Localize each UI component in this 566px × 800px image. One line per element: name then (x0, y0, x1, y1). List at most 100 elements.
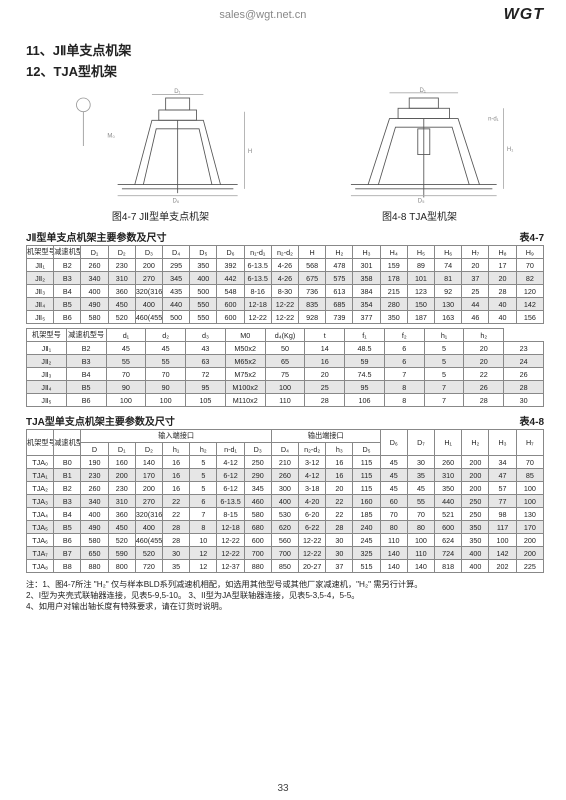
cell: 4-26 (271, 259, 298, 272)
cell: 310 (435, 469, 462, 482)
cell: JⅡ₄ (27, 298, 54, 311)
header-email: sales@wgt.net.cn (219, 9, 306, 21)
cell: JⅡ₅ (27, 394, 67, 407)
cell: 739 (326, 311, 353, 324)
cell: 440 (435, 495, 462, 508)
cell: 460 (244, 495, 271, 508)
cell: 350 (462, 521, 489, 534)
cell: 5 (190, 482, 217, 495)
cell: TJA₃ (27, 495, 54, 508)
cell: B3 (54, 495, 81, 508)
cell: 142 (489, 547, 516, 560)
cell: 12-22 (299, 547, 326, 560)
cell: 6 (384, 342, 424, 355)
cell: 400 (462, 547, 489, 560)
cell: TJA₇ (27, 547, 54, 560)
table-row: JⅡ₅B6100100105M110x211028106872830 (27, 394, 544, 407)
col-header: D₂ (135, 443, 162, 456)
cell: 12-22 (271, 298, 298, 311)
col-header: 机架型号 (27, 430, 54, 456)
cell: 270 (135, 495, 162, 508)
cell: 28 (464, 394, 504, 407)
cell: 28 (504, 381, 544, 394)
cell: JⅡ₁ (27, 259, 54, 272)
col-header: H₅ (407, 246, 434, 259)
cell: 700 (244, 547, 271, 560)
cell: 230 (108, 482, 135, 495)
table-row: JⅡ₅B6580520460(455)50055060012-2212-2292… (27, 311, 544, 324)
cell: 360 (108, 285, 135, 298)
cell: 60 (380, 495, 407, 508)
cell: 460(455) (135, 311, 162, 324)
cell: 110 (407, 547, 434, 560)
cell: 101 (407, 272, 434, 285)
cell: B4 (54, 508, 81, 521)
cell: 25 (305, 381, 345, 394)
col-header: h₂ (464, 329, 504, 342)
col-header: D₁ (108, 443, 135, 456)
cell: 230 (81, 469, 108, 482)
cell: 700 (271, 547, 298, 560)
table-row: TJA₆B6580520460(455)281012-2260056012-22… (27, 534, 544, 547)
table-2: 机架型号减速机型号d₁d₂d₃M0d₄(Kg)tf₁f₂h₁h₂ JⅡ₁B245… (26, 328, 544, 407)
cell: 245 (353, 534, 380, 547)
cell: JⅡ₃ (27, 285, 54, 298)
cell: 490 (81, 298, 108, 311)
cell: 624 (435, 534, 462, 547)
col-header: d₃ (186, 329, 226, 342)
section-title-1: 11、JⅡ单支点机架 (26, 40, 544, 59)
cell: M50x2 (225, 342, 265, 355)
table3-title: TJA型单支点机架主要参数及尺寸 (26, 413, 175, 428)
cell: 880 (81, 560, 108, 573)
cell: 8-30 (271, 285, 298, 298)
svg-text:D₁: D₁ (420, 88, 426, 94)
cell: 30 (163, 547, 190, 560)
cell: 520 (108, 534, 135, 547)
col-header: H₇ (516, 430, 543, 456)
cell: M65x2 (225, 355, 265, 368)
col-header: 减速机型号 (54, 246, 81, 259)
col-header: 减速机型号 (66, 329, 106, 342)
cell: 20-27 (299, 560, 326, 573)
table-row: JⅡ₃B4400360320(316)4355005488-168-307366… (27, 285, 544, 298)
cell: 200 (135, 259, 162, 272)
cell: 515 (353, 560, 380, 573)
cell: 548 (217, 285, 244, 298)
cell: B2 (66, 342, 106, 355)
col-header: h₃ (326, 443, 353, 456)
cell: 270 (135, 272, 162, 285)
cell: 44 (462, 298, 489, 311)
cell: 12-18 (244, 298, 271, 311)
cell: 200 (516, 547, 543, 560)
cell: 37 (462, 272, 489, 285)
cell: 140 (407, 560, 434, 573)
cell: 130 (516, 508, 543, 521)
col-header: D₅ (190, 246, 217, 259)
cell: 59 (345, 355, 385, 368)
col-header: H₄ (380, 246, 407, 259)
cell: 4-20 (299, 495, 326, 508)
cell: M110x2 (225, 394, 265, 407)
cell: 568 (299, 259, 326, 272)
cell: 35 (163, 560, 190, 573)
cell: 6-13.5 (217, 495, 244, 508)
cell: 72 (186, 368, 226, 381)
cell: 85 (516, 469, 543, 482)
cell: 23 (504, 342, 544, 355)
cell: B5 (54, 521, 81, 534)
cell: 675 (299, 272, 326, 285)
cell: 100 (265, 381, 305, 394)
cell: 310 (108, 495, 135, 508)
cell: 26 (464, 381, 504, 394)
cell: 4-12 (217, 456, 244, 469)
cell: 8-15 (217, 508, 244, 521)
cell: B8 (54, 560, 81, 573)
col-header: n₂-d₂ (271, 246, 298, 259)
cell: 520 (108, 311, 135, 324)
cell: 600 (217, 311, 244, 324)
cell: 620 (271, 521, 298, 534)
cell: 28 (305, 394, 345, 407)
cell: 22 (326, 508, 353, 521)
col-header: D₅ (353, 443, 380, 456)
table-row: JⅡ₁B22602302002953503926-13.54-265684783… (27, 259, 544, 272)
